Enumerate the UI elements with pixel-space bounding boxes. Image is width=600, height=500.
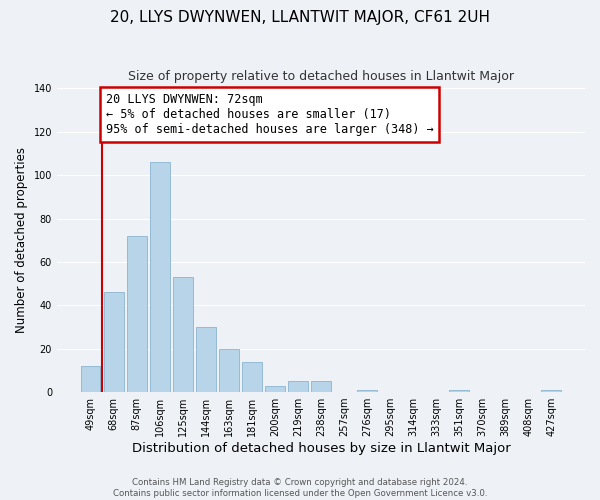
Bar: [242, 362, 262, 392]
Bar: [357, 390, 377, 392]
X-axis label: Distribution of detached houses by size in Llantwit Major: Distribution of detached houses by size …: [131, 442, 511, 455]
Bar: [196, 327, 215, 392]
Y-axis label: Number of detached properties: Number of detached properties: [15, 147, 28, 333]
Bar: [104, 292, 124, 392]
Bar: [173, 277, 193, 392]
Bar: [127, 236, 146, 392]
Bar: [265, 386, 284, 392]
Bar: [150, 162, 170, 392]
Bar: [219, 348, 239, 392]
Bar: [81, 366, 100, 392]
Title: Size of property relative to detached houses in Llantwit Major: Size of property relative to detached ho…: [128, 70, 514, 83]
Text: 20 LLYS DWYNWEN: 72sqm
← 5% of detached houses are smaller (17)
95% of semi-deta: 20 LLYS DWYNWEN: 72sqm ← 5% of detached …: [106, 92, 433, 136]
Text: 20, LLYS DWYNWEN, LLANTWIT MAJOR, CF61 2UH: 20, LLYS DWYNWEN, LLANTWIT MAJOR, CF61 2…: [110, 10, 490, 25]
Text: Contains HM Land Registry data © Crown copyright and database right 2024.
Contai: Contains HM Land Registry data © Crown c…: [113, 478, 487, 498]
Bar: [288, 381, 308, 392]
Bar: [449, 390, 469, 392]
Bar: [541, 390, 561, 392]
Bar: [311, 381, 331, 392]
